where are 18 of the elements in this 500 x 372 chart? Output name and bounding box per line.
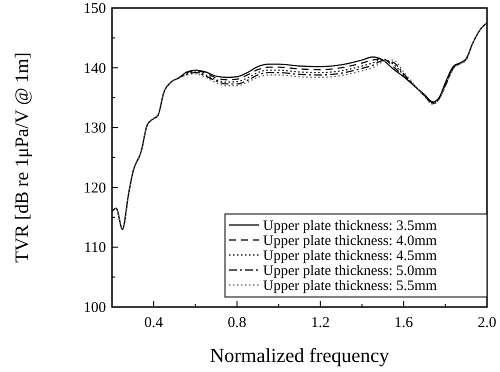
x-axis-title: Normalized frequency [210,345,390,367]
y-tick-label: 150 [84,1,106,17]
y-tick-label: 100 [84,300,106,316]
x-tick-label: 0.4 [144,315,164,331]
x-tick-label: 0.8 [228,315,246,331]
legend-label: Upper plate thickness: 3.5mm [263,218,438,234]
legend-label: Upper plate thickness: 5.5mm [263,278,438,294]
x-tick-label: 1.6 [394,315,414,331]
y-tick-label: 120 [84,180,106,196]
legend-label: Upper plate thickness: 5.0mm [263,263,438,279]
y-axis-title: TVR [dB re 1μPa/V @ 1m] [12,52,33,263]
y-tick-label: 130 [84,120,106,137]
legend-label: Upper plate thickness: 4.5mm [263,248,438,264]
y-tick-label: 140 [84,60,106,77]
x-tick-label: 1.2 [310,315,330,331]
legend-label: Upper plate thickness: 4.0mm [263,233,438,249]
y-tick-label: 110 [84,240,106,256]
x-tick-label: 2.0 [478,315,496,331]
